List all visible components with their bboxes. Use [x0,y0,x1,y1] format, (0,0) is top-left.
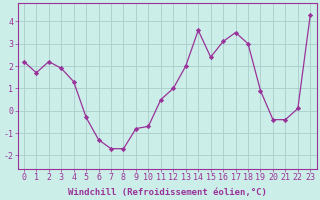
X-axis label: Windchill (Refroidissement éolien,°C): Windchill (Refroidissement éolien,°C) [68,188,267,197]
